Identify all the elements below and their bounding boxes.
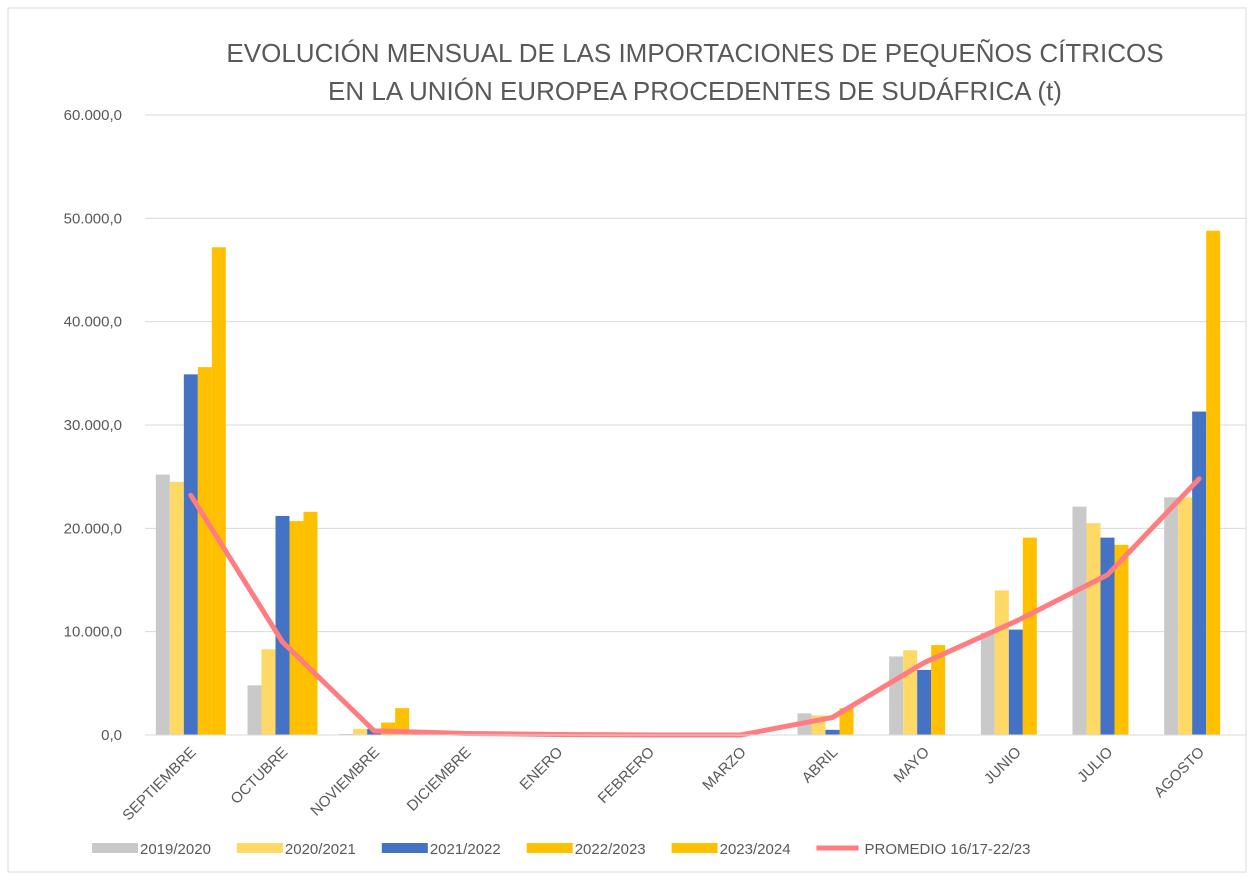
bar <box>994 590 1009 735</box>
bar <box>353 728 368 735</box>
bar <box>839 708 854 735</box>
y-tick-label: 50.000,0 <box>64 210 122 227</box>
legend-label: 2023/2024 <box>720 841 791 858</box>
y-tick-label: 40.000,0 <box>64 314 122 331</box>
bar <box>931 645 946 735</box>
bar <box>169 481 184 735</box>
legend-swatch <box>381 843 428 853</box>
bar <box>1192 411 1207 735</box>
legend-swatch <box>526 843 573 853</box>
y-tick-label: 0,0 <box>101 727 122 744</box>
bar <box>183 374 198 735</box>
chart-title: EVOLUCIÓN MENSUAL DE LAS IMPORTACIONES D… <box>226 38 1163 68</box>
legend-swatch <box>671 843 718 853</box>
bar <box>339 733 354 735</box>
bar <box>1206 230 1221 735</box>
bar <box>289 521 304 735</box>
legend-label: 2019/2020 <box>140 841 211 858</box>
legend-label: PROMEDIO 16/17-22/23 <box>865 841 1031 858</box>
bar <box>1164 497 1179 735</box>
bar <box>889 656 904 735</box>
bar <box>197 367 212 735</box>
bar <box>155 474 170 735</box>
bar <box>917 669 932 735</box>
legend-label: 2020/2021 <box>285 841 356 858</box>
legend-swatch <box>92 843 138 853</box>
bar <box>1022 537 1037 735</box>
bar <box>275 515 290 735</box>
bar <box>303 511 318 735</box>
bar <box>903 650 918 735</box>
bar <box>211 247 226 735</box>
bar <box>980 632 995 735</box>
legend-swatch <box>236 843 283 853</box>
bar <box>825 729 840 735</box>
bar <box>1008 629 1023 735</box>
bar <box>1100 537 1115 735</box>
chart-title-line: EN LA UNIÓN EUROPEA PROCEDENTES DE SUDÁF… <box>328 76 1062 106</box>
legend-label: 2022/2023 <box>575 841 646 858</box>
y-tick-label: 20.000,0 <box>64 520 122 537</box>
y-tick-label: 10.000,0 <box>64 624 122 641</box>
bar <box>247 685 262 735</box>
bar <box>1178 497 1193 735</box>
bar <box>1086 523 1101 735</box>
y-tick-label: 60.000,0 <box>64 107 122 124</box>
bar <box>261 649 276 735</box>
bar <box>1114 544 1129 735</box>
bar <box>1072 506 1087 735</box>
bar <box>395 708 410 735</box>
legend-label: 2021/2022 <box>430 841 501 858</box>
y-tick-label: 30.000,0 <box>64 417 122 434</box>
